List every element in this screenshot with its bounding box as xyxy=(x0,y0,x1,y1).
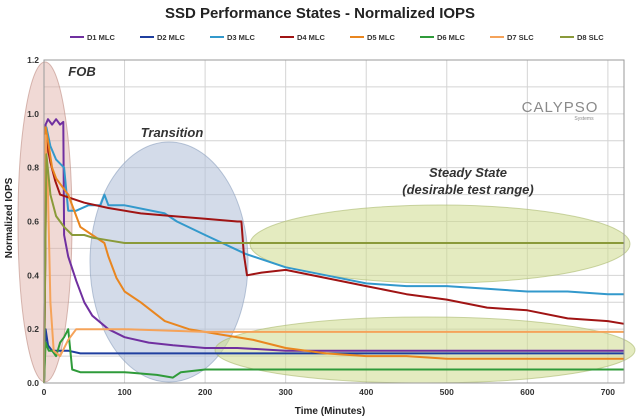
series-line-d4-mlc xyxy=(43,139,625,384)
x-tick-label: 300 xyxy=(279,387,293,397)
x-tick-label: 0 xyxy=(42,387,47,397)
y-axis-label: Normalized IOPS xyxy=(4,177,15,258)
x-tick-label: 600 xyxy=(520,387,534,397)
series-line-d5-mlc xyxy=(43,126,624,384)
y-tick-label: 0.6 xyxy=(27,217,39,227)
y-tick-label: 0.8 xyxy=(27,163,39,173)
series-line-d2-mlc xyxy=(43,328,624,384)
series-line-d7-slc xyxy=(43,134,624,384)
series-line-d8-slc xyxy=(43,153,624,384)
legend-label: D1 MLC xyxy=(87,33,116,42)
legend-label: D5 MLC xyxy=(367,33,396,42)
steady-state-sublabel: (desirable test range) xyxy=(402,182,534,197)
legend-label: D3 MLC xyxy=(227,33,256,42)
legend-label: D8 SLC xyxy=(577,33,604,42)
fob-label: FOB xyxy=(68,64,95,79)
legend-label: D6 MLC xyxy=(437,33,466,42)
series-layer xyxy=(43,118,625,384)
logo-text: CALYPSO xyxy=(522,99,599,116)
y-tick-label: 0.2 xyxy=(27,324,39,334)
x-tick-label: 200 xyxy=(198,387,212,397)
x-tick-label: 100 xyxy=(117,387,131,397)
chart-title: SSD Performance States - Normalized IOPS xyxy=(165,5,475,22)
transition-region xyxy=(89,141,249,383)
transition-label: Transition xyxy=(141,125,204,140)
series-line-d3-mlc xyxy=(43,126,624,384)
x-tick-label: 700 xyxy=(601,387,615,397)
y-tick-label: 1.0 xyxy=(27,109,39,119)
legend: D1 MLC D2 MLC D3 MLC D4 MLC D5 MLC D6 MLC D7 S… xyxy=(70,33,604,42)
x-tick-label: 500 xyxy=(440,387,454,397)
plot-frame xyxy=(43,59,625,384)
axes: 0 100 200 300 400 500 600 700 0.0 0.2 0.4 0.6 0.8 1.0… xyxy=(27,55,625,397)
y-tick-label: 0.4 xyxy=(27,270,39,280)
steady-state-label: Steady State xyxy=(429,165,507,180)
logo-subtext: Systems xyxy=(574,116,594,122)
legend-label: D7 SLC xyxy=(507,33,534,42)
x-axis-label: Time (Minutes) xyxy=(295,406,365,416)
x-tick-label: 400 xyxy=(359,387,373,397)
legend-label: D2 MLC xyxy=(157,33,186,42)
y-tick-label: 1.2 xyxy=(27,55,39,65)
calypso-logo: CALYPSO Systems xyxy=(522,99,599,122)
y-tick-label: 0.0 xyxy=(27,378,39,388)
legend-label: D4 MLC xyxy=(297,33,326,42)
